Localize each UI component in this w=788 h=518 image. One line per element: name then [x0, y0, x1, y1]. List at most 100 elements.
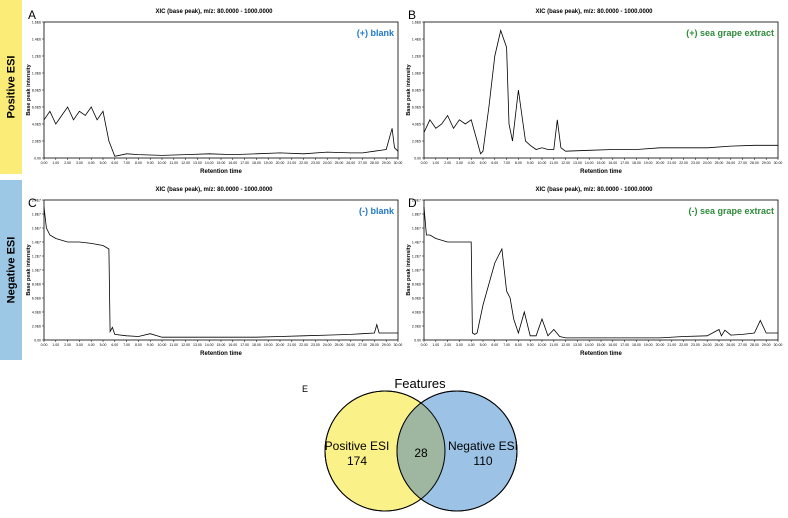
- x-tick-label: 8.00: [515, 343, 522, 347]
- y-tick-label: 8.0E6: [32, 283, 41, 287]
- x-tick-label: 5.00: [100, 343, 107, 347]
- x-tick-label: 23.00: [311, 161, 320, 165]
- x-tick-label: 18.00: [252, 161, 261, 165]
- x-tick-label: 19.00: [644, 343, 653, 347]
- x-tick-label: 12.00: [561, 161, 570, 165]
- x-tick-label: 0.00: [421, 161, 428, 165]
- x-tick-label: 5.00: [100, 161, 107, 165]
- x-tick-label: 29.00: [382, 343, 391, 347]
- chart-a: XIC (base peak), m/z: 80.0000 - 1000.000…: [26, 9, 402, 175]
- x-tick-label: 27.00: [358, 343, 367, 347]
- x-tick-label: 0.00: [421, 343, 428, 347]
- x-tick-label: 20.00: [656, 161, 665, 165]
- x-tick-label: 18.00: [252, 343, 261, 347]
- x-tick-label: 25.00: [335, 343, 344, 347]
- x-tick-label: 17.00: [620, 161, 629, 165]
- y-tick-label: 2.0E7: [412, 199, 421, 203]
- x-tick-label: 10.00: [158, 161, 167, 165]
- y-tick-label: 1.4E7: [32, 241, 41, 245]
- x-tick-label: 20.00: [656, 343, 665, 347]
- sample-label: (-) sea grape extract: [688, 206, 774, 216]
- y-tick-label: 1.6E6: [412, 21, 421, 25]
- x-tick-label: 12.00: [181, 161, 190, 165]
- x-tick-label: 6.00: [111, 161, 118, 165]
- positive-count: 174: [347, 454, 367, 468]
- sample-label: (+) blank: [357, 28, 395, 38]
- positive-esi-label: Positive ESI: [5, 55, 18, 119]
- panel-letter: C: [28, 196, 37, 210]
- x-tick-label: 24.00: [703, 161, 712, 165]
- x-tick-label: 26.00: [346, 343, 355, 347]
- x-tick-label: 2.00: [64, 161, 71, 165]
- x-tick-label: 28.00: [370, 161, 379, 165]
- x-tick-label: 14.00: [205, 343, 214, 347]
- negative-count: 110: [473, 454, 492, 468]
- x-tick-label: 4.00: [88, 161, 95, 165]
- y-tick-label: 1.6E6: [32, 21, 41, 25]
- x-tick-label: 27.00: [358, 161, 367, 165]
- x-tick-label: 9.00: [527, 343, 534, 347]
- series-line: [43, 106, 399, 157]
- x-tick-label: 19.00: [264, 161, 273, 165]
- x-tick-label: 20.00: [276, 161, 285, 165]
- x-tick-label: 10.00: [158, 343, 167, 347]
- negative-esi-label: Negative ESI: [5, 236, 18, 304]
- x-tick-label: 3.00: [456, 343, 463, 347]
- x-tick-label: 3.00: [76, 343, 83, 347]
- y-tick-label: 8.0E5: [32, 89, 41, 93]
- x-tick-label: 13.00: [193, 343, 202, 347]
- x-tick-label: 17.00: [240, 343, 249, 347]
- x-tick-label: 15.00: [597, 343, 606, 347]
- positive-esi-text: Positive ESI: [325, 439, 390, 453]
- panel-c: C XIC (base peak), m/z: 80.0000 - 1000.0…: [24, 184, 404, 360]
- y-tick-label: 1.0E6: [32, 72, 41, 76]
- x-tick-label: 19.00: [644, 161, 653, 165]
- x-tick-label: 27.00: [738, 343, 747, 347]
- y-tick-label: 1.2E6: [412, 55, 421, 59]
- x-axis-label: Retention time: [580, 169, 622, 175]
- y-tick-label: 2.0E5: [412, 140, 421, 144]
- x-tick-label: 22.00: [679, 161, 688, 165]
- x-tick-label: 12.00: [561, 343, 570, 347]
- x-tick-label: 9.00: [147, 343, 154, 347]
- y-tick-label: 6.0E5: [412, 106, 421, 110]
- x-tick-label: 2.00: [444, 343, 451, 347]
- x-tick-label: 3.00: [456, 161, 463, 165]
- y-axis-label: Base peak intensity: [406, 243, 412, 295]
- y-tick-label: 4.0E5: [32, 123, 41, 127]
- panel-b: B XIC (base peak), m/z: 80.0000 - 1000.0…: [404, 6, 784, 178]
- x-tick-label: 5.00: [480, 343, 487, 347]
- x-tick-label: 21.00: [667, 161, 676, 165]
- x-tick-label: 24.00: [323, 343, 332, 347]
- y-tick-label: 8.0E6: [412, 283, 421, 287]
- negative-esi-band: Negative ESI: [0, 180, 22, 360]
- x-tick-label: 7.00: [503, 343, 510, 347]
- y-tick-label: 4.0E5: [412, 123, 421, 127]
- x-tick-label: 23.00: [311, 343, 320, 347]
- venn-letter: E: [302, 384, 308, 394]
- y-tick-label: 1.2E7: [32, 255, 41, 259]
- x-tick-label: 16.00: [608, 161, 617, 165]
- y-tick-label: 1.2E6: [32, 55, 41, 59]
- y-tick-label: 1.8E7: [32, 213, 41, 217]
- x-tick-label: 14.00: [205, 161, 214, 165]
- x-tick-label: 24.00: [323, 161, 332, 165]
- x-tick-label: 11.00: [170, 161, 179, 165]
- overlap-count: 28: [414, 446, 428, 460]
- x-tick-label: 15.00: [217, 161, 226, 165]
- x-tick-label: 8.00: [135, 161, 142, 165]
- y-tick-label: 2.0E6: [412, 325, 421, 329]
- x-tick-label: 17.00: [240, 161, 249, 165]
- x-tick-label: 14.00: [585, 343, 594, 347]
- venn-diagram: E Features Positive ESI 174 28 Negative …: [300, 376, 540, 513]
- positive-esi-band: Positive ESI: [0, 0, 22, 174]
- y-tick-label: 2.0E5: [32, 140, 41, 144]
- x-tick-label: 21.00: [287, 161, 296, 165]
- y-tick-label: 1.2E7: [412, 255, 421, 259]
- x-tick-label: 4.00: [468, 161, 475, 165]
- x-axis-label: Retention time: [200, 169, 242, 175]
- x-tick-label: 17.00: [620, 343, 629, 347]
- x-tick-label: 2.00: [64, 343, 71, 347]
- x-tick-label: 16.00: [608, 343, 617, 347]
- x-tick-label: 7.00: [503, 161, 510, 165]
